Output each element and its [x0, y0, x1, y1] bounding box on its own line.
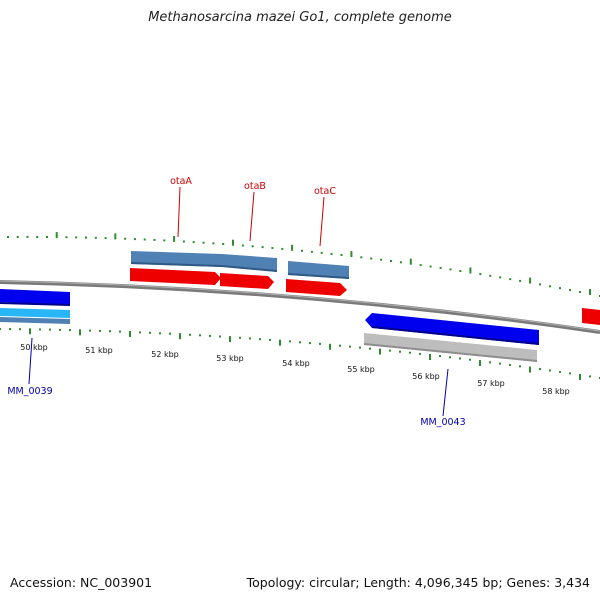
leader-otaA — [177, 186, 181, 238]
scale-label: 53 kbp — [216, 354, 244, 363]
forward-gene-track — [131, 251, 349, 279]
gene-label-otaC[interactable]: otaC — [314, 186, 336, 197]
cds-otaA[interactable] — [130, 268, 221, 285]
scale-label: 57 kbp — [477, 379, 505, 388]
scale-label: 56 kbp — [412, 372, 440, 381]
gene-otaA-shadow — [131, 262, 222, 267]
scale-label: 50 kbp — [20, 343, 48, 352]
footer-summary: Topology: circular; Length: 4,096,345 bp… — [246, 575, 590, 590]
gene-label-otaB[interactable]: otaB — [244, 181, 266, 192]
scale-label: 58 kbp — [542, 387, 570, 396]
pseudo-mm0043[interactable] — [364, 333, 537, 362]
genome-backbone-highlight — [0, 280, 600, 332]
inner-tick-track — [0, 328, 600, 380]
cds-mm0043-shadow — [372, 326, 539, 345]
leader-otaB — [249, 191, 255, 242]
leader-otaC — [319, 196, 325, 247]
label-leaders — [28, 186, 449, 417]
leader-mm0043 — [442, 368, 449, 417]
forward-cds-track — [130, 268, 600, 325]
map-title: Methanosarcina mazei Go1, complete genom… — [148, 10, 452, 25]
left-edge-genes — [0, 289, 70, 324]
scale-label: 51 kbp — [85, 346, 113, 355]
outer-tick-track — [7, 232, 600, 297]
scale-label: 52 kbp — [151, 350, 179, 359]
scale-label: 54 kbp — [282, 359, 310, 368]
pseudo-mm0043-shadow — [364, 343, 537, 362]
cds-otaB[interactable] — [220, 273, 274, 289]
leader-mm0039 — [28, 337, 33, 385]
cds-reverse-left[interactable] — [0, 289, 70, 305]
cds-mm0043[interactable] — [365, 313, 539, 345]
gene-label-mm0043[interactable]: MM_0043 — [420, 417, 465, 428]
cds-right-edge[interactable] — [582, 308, 600, 325]
footer-accession: Accession: NC_003901 — [10, 575, 153, 590]
cds-reverse-left-shadow — [0, 302, 70, 306]
scale-label: 55 kbp — [347, 365, 375, 374]
gene-label-mm0039[interactable]: MM_0039 — [7, 386, 52, 397]
cds-otaC[interactable] — [286, 279, 347, 296]
gene-otaB-shadow — [222, 265, 277, 272]
gene-steel-left[interactable] — [0, 317, 70, 324]
mm0043-genes — [364, 313, 539, 362]
gene-otaC-shadow — [288, 273, 349, 279]
gene-label-otaA[interactable]: otaA — [170, 176, 192, 187]
gene-light-left[interactable] — [0, 308, 70, 318]
genome-backbone — [0, 280, 600, 334]
